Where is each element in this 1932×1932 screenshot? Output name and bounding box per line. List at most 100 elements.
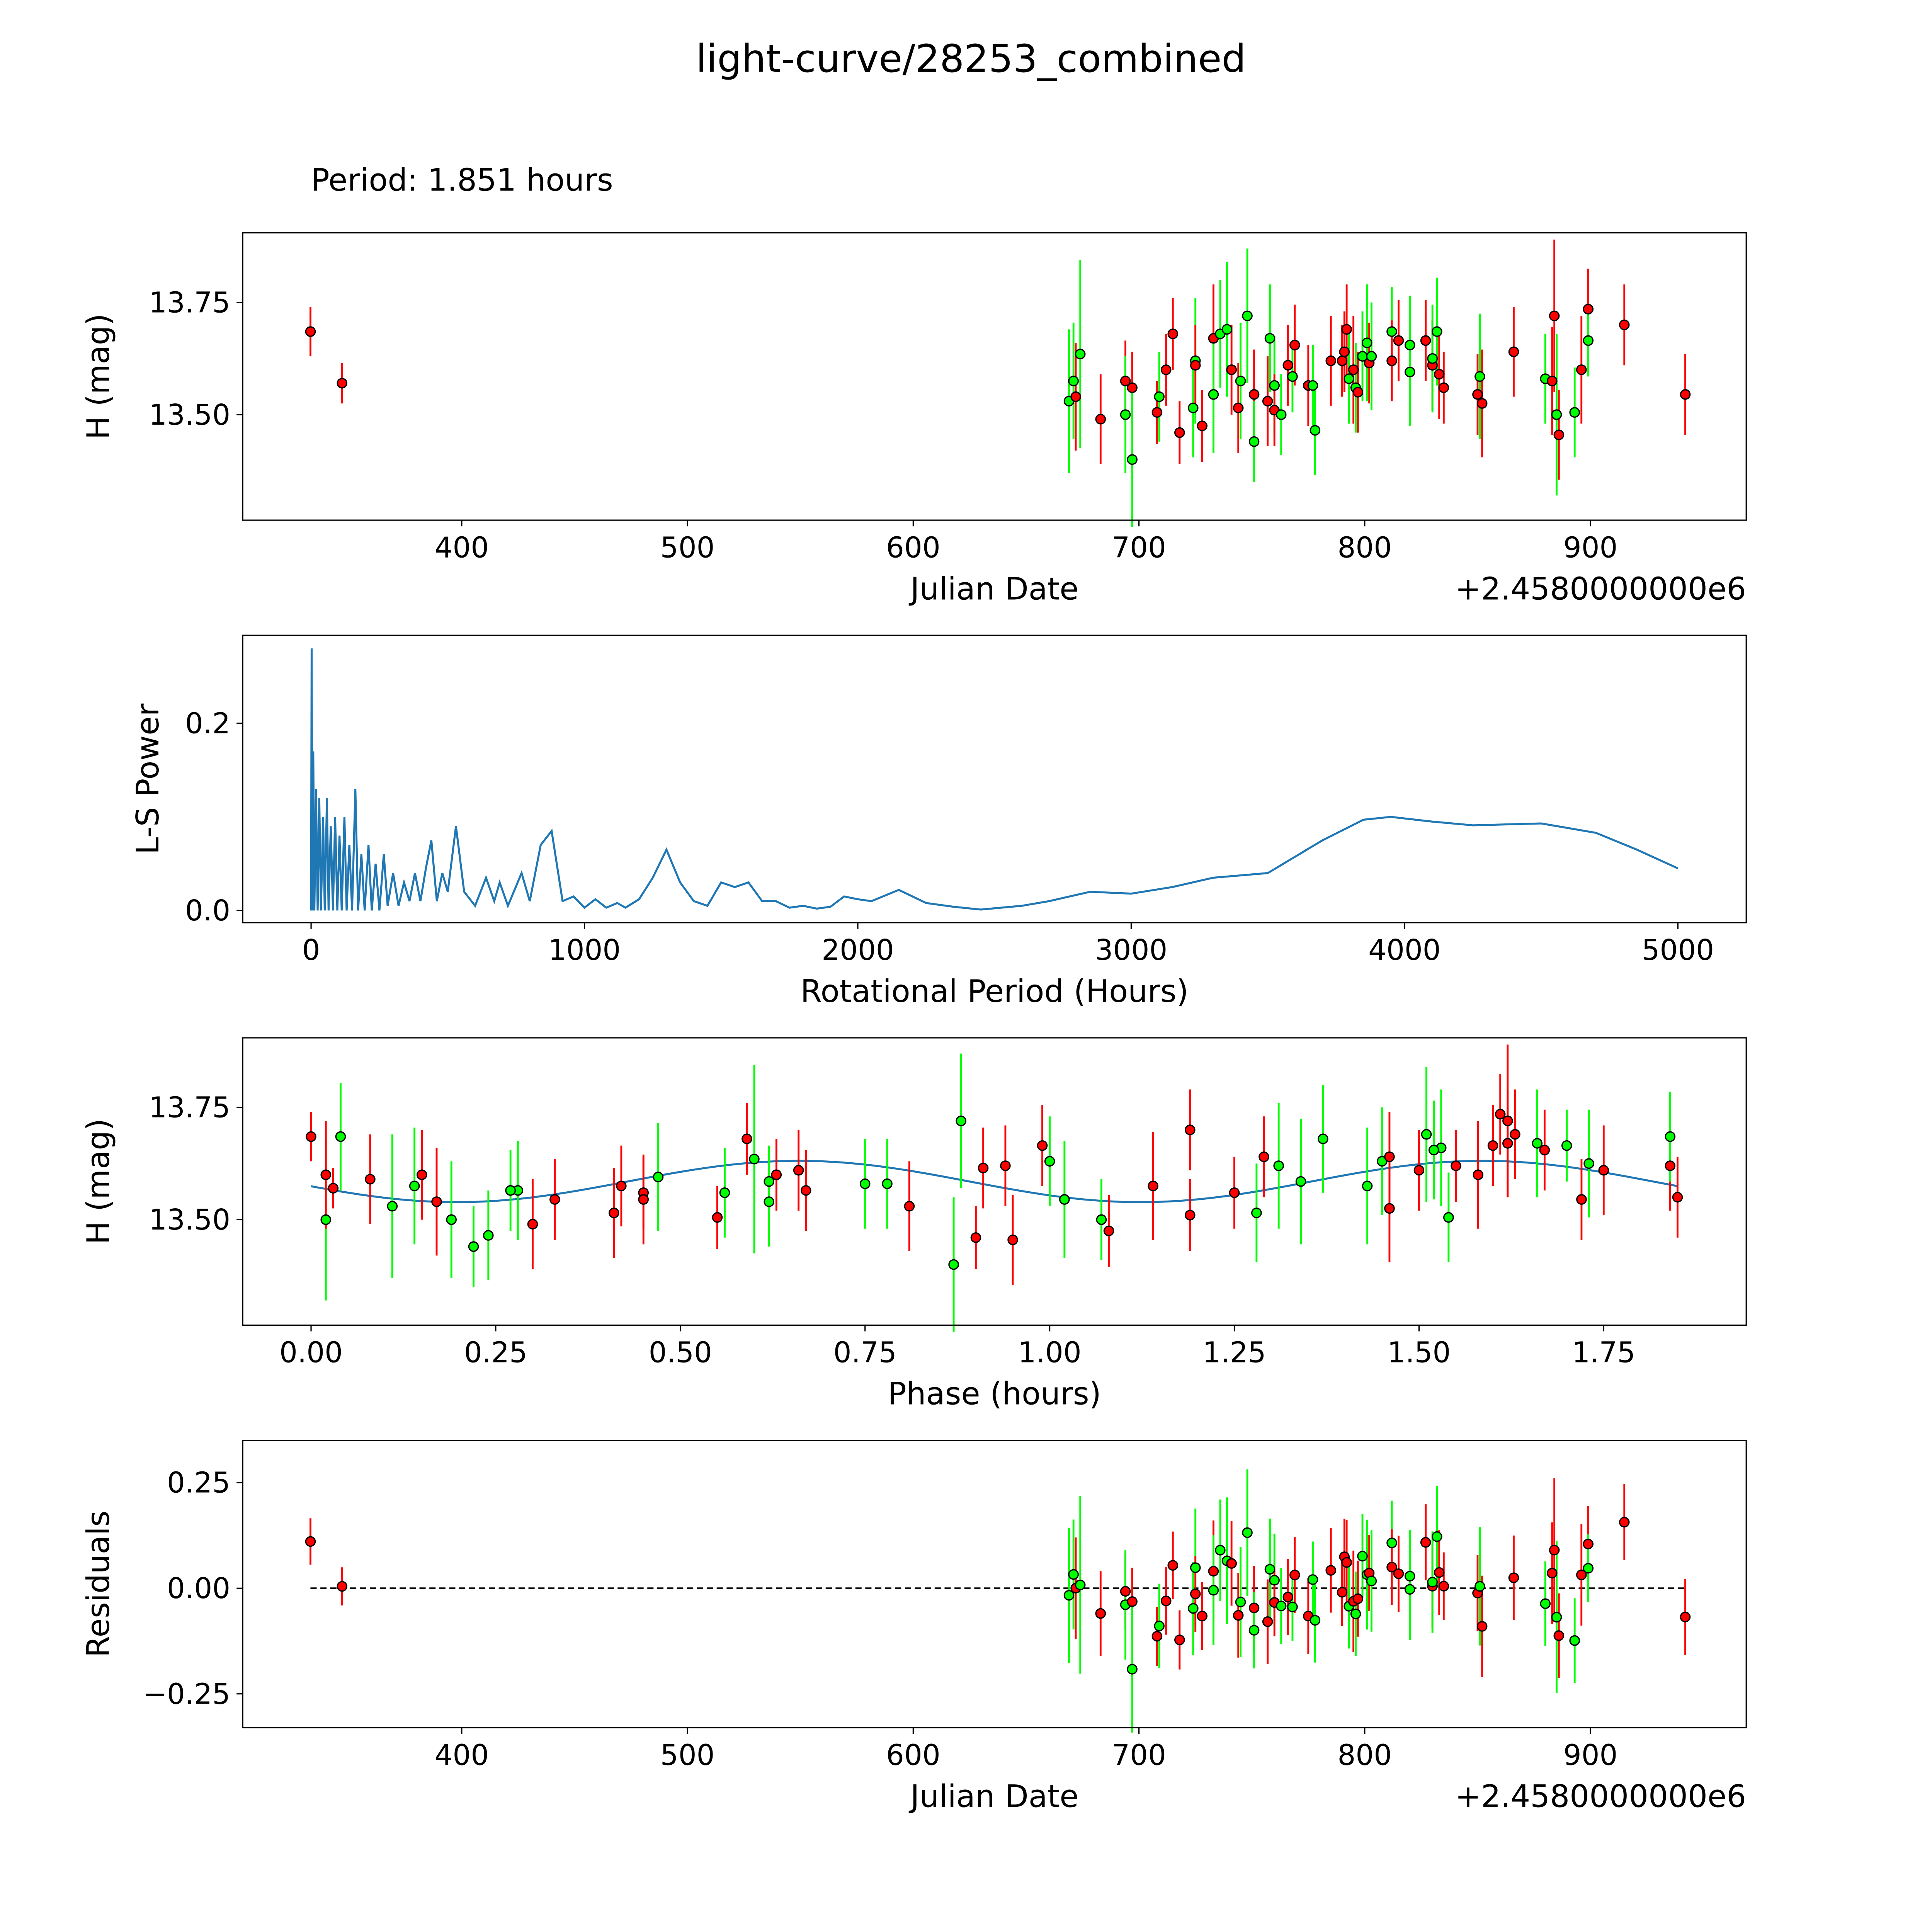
y-tick-label: −0.25 xyxy=(143,1678,230,1711)
data-point xyxy=(1127,382,1138,393)
data-point xyxy=(764,1196,774,1207)
data-point xyxy=(1229,1187,1240,1198)
x-axis-label: Phase (hours) xyxy=(888,1376,1101,1412)
data-point xyxy=(1269,1575,1280,1586)
data-point xyxy=(1188,402,1199,413)
data-point xyxy=(1362,1180,1373,1192)
data-point xyxy=(1549,1544,1560,1556)
x-tick-label: 400 xyxy=(435,1739,489,1772)
data-point xyxy=(1276,409,1287,420)
data-point xyxy=(764,1176,774,1187)
data-point xyxy=(793,1165,804,1176)
data-point xyxy=(1233,1610,1244,1621)
data-point xyxy=(1068,376,1079,386)
x-tick-label: 0.25 xyxy=(464,1337,527,1369)
data-point xyxy=(1680,389,1691,400)
data-point xyxy=(978,1163,989,1173)
data-point xyxy=(1539,1145,1550,1156)
data-point xyxy=(1427,353,1438,364)
panel-residuals: 400 500 600 700 800 900 −0.25 0.00 0.25 Julian Da… xyxy=(80,1439,1747,1814)
data-point xyxy=(1096,1214,1107,1225)
data-point xyxy=(1502,1138,1513,1149)
data-point xyxy=(801,1185,811,1196)
periodogram-line xyxy=(310,648,1679,911)
data-point xyxy=(1386,1561,1397,1573)
data-point xyxy=(1068,1569,1079,1580)
data-point xyxy=(1576,1194,1587,1205)
data-point xyxy=(1476,1621,1488,1632)
data-point xyxy=(1103,1225,1114,1236)
data-point xyxy=(1208,1585,1219,1596)
data-point xyxy=(1233,402,1244,413)
data-point xyxy=(1059,1194,1070,1205)
y-tick-label: 13.75 xyxy=(149,1092,230,1124)
x-tick-label: 0.00 xyxy=(279,1337,343,1369)
data-point xyxy=(1583,335,1594,346)
data-point xyxy=(1310,1615,1321,1626)
x-tick-label: 900 xyxy=(1563,1739,1618,1772)
data-point xyxy=(1428,1145,1439,1156)
data-point xyxy=(1451,1160,1461,1171)
data-point xyxy=(1120,376,1131,386)
data-point xyxy=(1248,389,1260,400)
data-point xyxy=(1547,1568,1558,1579)
y-tick-label: 0.0 xyxy=(185,895,230,927)
data-point xyxy=(1337,355,1348,366)
data-point xyxy=(1307,380,1318,391)
y-tick-label: 13.50 xyxy=(149,399,230,432)
data-point xyxy=(1289,340,1300,350)
data-point xyxy=(1248,1625,1260,1636)
data-point xyxy=(1532,1138,1543,1149)
data-point xyxy=(409,1180,420,1192)
data-point xyxy=(1259,1151,1269,1162)
data-point xyxy=(1438,382,1449,393)
plot-area xyxy=(306,1044,1683,1332)
data-point xyxy=(1282,1592,1294,1603)
data-point xyxy=(956,1116,967,1126)
data-point xyxy=(638,1194,649,1205)
data-point xyxy=(306,1131,316,1142)
plot-area xyxy=(305,239,1691,527)
data-point xyxy=(1569,1635,1580,1646)
data-point xyxy=(1413,1165,1425,1176)
data-point xyxy=(1273,1160,1284,1171)
y-axis-label: H (mag) xyxy=(80,313,116,439)
data-point xyxy=(1190,1562,1201,1573)
x-tick-label: 1.75 xyxy=(1572,1337,1635,1369)
data-point xyxy=(1341,324,1352,335)
data-point xyxy=(1148,1180,1159,1192)
plot-area xyxy=(310,648,1679,911)
data-point xyxy=(483,1230,494,1241)
data-point xyxy=(1386,326,1397,337)
x-tick-label: 500 xyxy=(660,531,715,564)
data-point xyxy=(1151,407,1163,418)
data-point xyxy=(1251,1208,1262,1218)
data-point xyxy=(1190,1588,1201,1599)
x-tick-label: 500 xyxy=(660,1739,715,1772)
data-point xyxy=(1339,346,1350,357)
data-point xyxy=(1366,351,1377,362)
data-point xyxy=(1553,1630,1565,1641)
data-point xyxy=(1167,1560,1179,1571)
data-point xyxy=(305,1536,316,1547)
data-point xyxy=(1438,1581,1449,1592)
data-point xyxy=(1508,346,1519,357)
data-point xyxy=(1269,380,1280,391)
data-point xyxy=(882,1178,893,1189)
data-point xyxy=(1510,1129,1520,1140)
data-point xyxy=(1221,324,1233,335)
data-point xyxy=(1551,1612,1562,1622)
x-tick-label: 0.75 xyxy=(833,1337,897,1369)
data-point xyxy=(749,1153,760,1165)
data-point xyxy=(337,378,348,389)
data-point xyxy=(1569,407,1580,418)
data-point xyxy=(1561,1140,1572,1151)
data-point xyxy=(1432,326,1442,337)
data-point xyxy=(948,1259,959,1270)
data-point xyxy=(1551,409,1562,420)
data-point xyxy=(1487,1140,1498,1151)
data-point xyxy=(1553,429,1565,440)
x-tick-label: 1.25 xyxy=(1202,1337,1266,1369)
data-point xyxy=(1208,389,1219,400)
